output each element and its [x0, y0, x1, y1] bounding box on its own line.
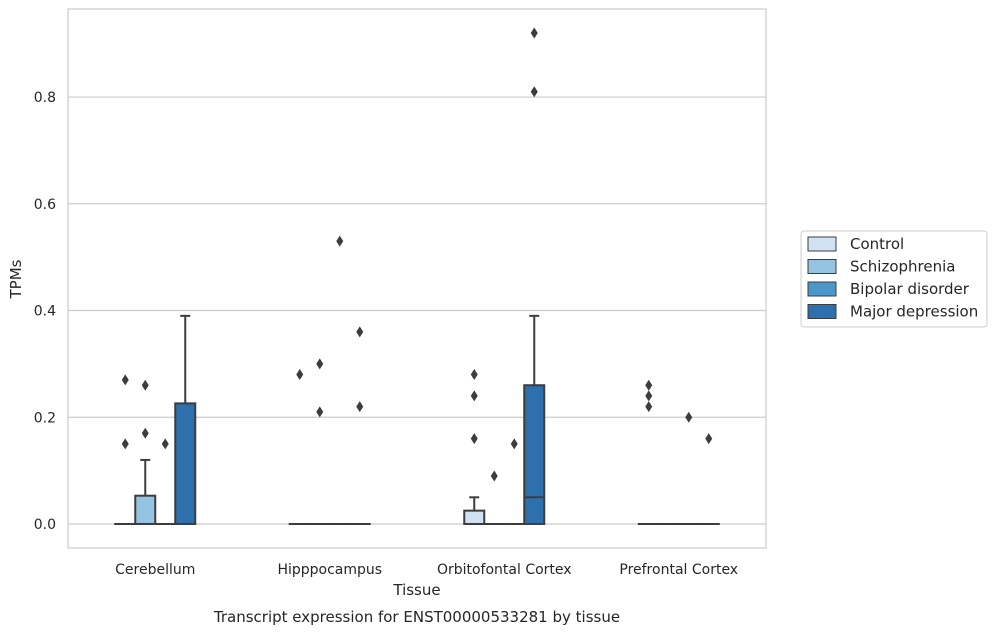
- legend-items: Control Schizophrenia Bipolar disorder Majo…: [807, 235, 978, 321]
- box-major-depression: [348, 326, 371, 525]
- x-tick-label: Orbitofontal Cortex: [437, 562, 572, 578]
- box-bipolar-disorder: [677, 411, 700, 525]
- legend-label: Schizophrenia: [850, 258, 955, 276]
- box-bipolar-disorder: [503, 438, 526, 525]
- y-tick-label: 0.6: [34, 197, 56, 213]
- outlier-point: [316, 406, 324, 418]
- outlier-point: [645, 390, 653, 402]
- outlier-point: [141, 379, 149, 391]
- box-body: [463, 509, 486, 525]
- outlier-point: [356, 326, 364, 338]
- outlier-point: [121, 374, 129, 386]
- legend-label: Bipolar disorder: [850, 280, 970, 298]
- chart-title: Transcript expression for ENST0000053328…: [213, 608, 620, 626]
- box-control: [114, 374, 137, 525]
- box-control: [463, 369, 486, 525]
- outlier-point: [530, 86, 538, 98]
- box-body: [523, 384, 546, 525]
- legend-swatch: [807, 304, 837, 319]
- outlier-point: [490, 470, 498, 482]
- box-control: [637, 379, 660, 525]
- outlier-point: [316, 358, 324, 370]
- boxes: [114, 27, 720, 525]
- box-schizophrenia: [134, 379, 157, 525]
- outlier-point: [470, 369, 478, 381]
- box-schizophrenia: [483, 470, 506, 525]
- outlier-point: [645, 379, 653, 391]
- x-tick-label: Hipppocampus: [277, 562, 382, 578]
- y-tick-label: 0.2: [34, 410, 56, 426]
- outlier-point: [530, 27, 538, 39]
- legend-swatch: [807, 259, 837, 274]
- box-major-depression: [697, 433, 720, 525]
- y-tick-label: 0.4: [34, 304, 56, 320]
- outlier-point: [685, 411, 693, 423]
- outlier-point: [121, 438, 129, 450]
- legend: Control Schizophrenia Bipolar disorder Majo…: [800, 230, 988, 328]
- y-axis-ticks: 0.0 0.2 0.4 0.6 0.8: [34, 90, 56, 533]
- legend-swatch: [807, 281, 837, 297]
- box-bipolar-disorder: [328, 235, 351, 525]
- y-tick-label: 0.8: [34, 90, 56, 106]
- box-bipolar-disorder: [154, 438, 177, 525]
- legend-label: Control: [850, 235, 904, 253]
- outlier-point: [161, 438, 169, 450]
- y-tick-label: 0.0: [34, 517, 56, 533]
- gridlines: [68, 96, 766, 525]
- y-axis-title: TPMs: [7, 259, 25, 299]
- legend-swatch: [807, 236, 837, 252]
- outlier-point: [510, 438, 518, 450]
- x-axis-ticks: Cerebellum Hipppocampus Orbitofontal Corte…: [115, 562, 738, 578]
- box-body: [134, 494, 157, 525]
- outlier-point: [470, 433, 478, 445]
- outlier-point: [356, 401, 364, 413]
- outlier-point: [705, 433, 713, 445]
- x-tick-label: Prefrontal Cortex: [619, 562, 738, 578]
- outlier-point: [470, 390, 478, 402]
- plot-area-frame: [67, 8, 767, 549]
- box-body: [174, 402, 197, 525]
- outlier-point: [141, 427, 149, 439]
- box-major-depression: [523, 27, 546, 525]
- box-schizophrenia: [308, 358, 331, 525]
- legend-label: Major depression: [850, 303, 978, 321]
- box-control: [288, 369, 311, 525]
- legend-frame: [800, 230, 988, 328]
- outlier-point: [336, 235, 344, 247]
- x-axis-title: Tissue: [392, 581, 440, 599]
- x-tick-label: Cerebellum: [115, 562, 195, 578]
- outlier-point: [296, 369, 304, 381]
- outlier-point: [645, 401, 653, 413]
- box-major-depression: [174, 314, 197, 525]
